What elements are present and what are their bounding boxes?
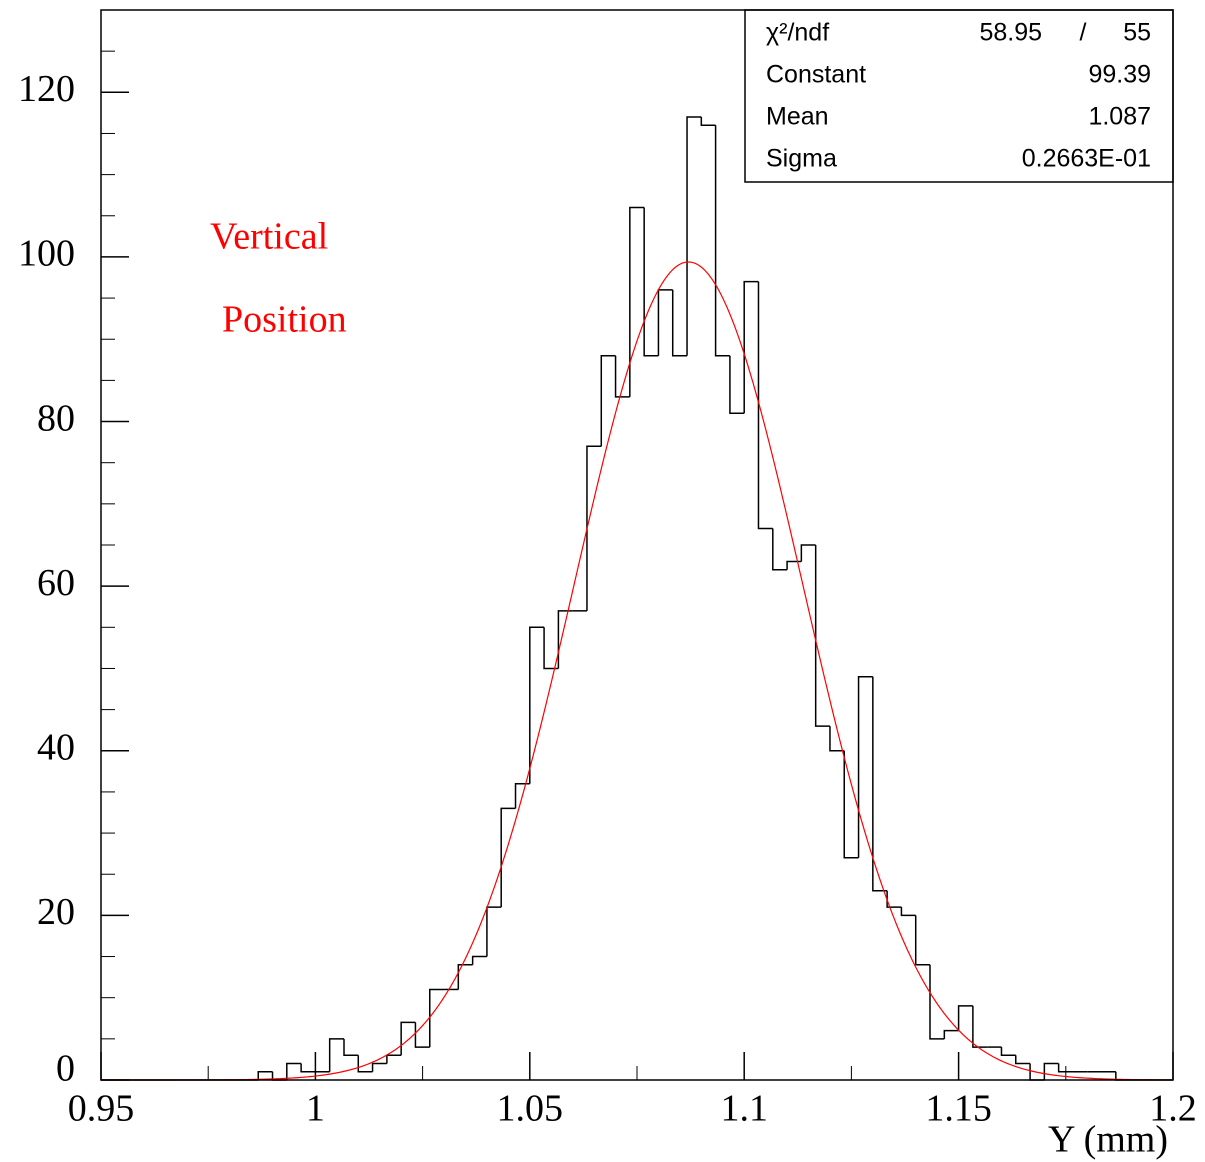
stats-label: Mean (766, 103, 829, 131)
histogram-bin (586, 445, 602, 611)
histogram-bin (886, 890, 902, 908)
histogram-bin (471, 955, 487, 965)
histogram-bin (357, 1055, 373, 1073)
histogram-bin (343, 1038, 359, 1057)
y-tick-label: 120 (18, 68, 75, 110)
histogram-bin (386, 1054, 402, 1064)
y-tick-label: 20 (37, 891, 75, 933)
histogram-bin (328, 1038, 345, 1072)
stats-value: 99.39 (1088, 61, 1151, 89)
x-axis-label: Y (mm) (1048, 1119, 1168, 1161)
histogram-bin (900, 907, 916, 917)
y-tick-label: 80 (37, 397, 75, 439)
histogram-bin (743, 280, 759, 414)
histogram-bin (543, 627, 559, 670)
histogram-bin (486, 906, 502, 957)
stats-value: 55 (1123, 19, 1151, 47)
histogram-bin (1057, 1063, 1073, 1073)
annotation: Vertical (210, 216, 328, 258)
stats-separator: / (1080, 19, 1087, 47)
histogram-bin (686, 116, 702, 356)
stats-box (744, 9, 1174, 183)
histogram-bin (972, 1005, 988, 1048)
histogram-bin (257, 1071, 273, 1080)
annotation: Position (222, 299, 347, 341)
plot-frame (100, 9, 1174, 1081)
histogram-bin (643, 207, 659, 357)
histogram-bin (829, 726, 845, 752)
histogram-bin (529, 626, 545, 784)
histogram-bin (671, 289, 688, 357)
histogram-bin (500, 807, 516, 908)
histogram-bin (914, 915, 930, 966)
x-tick-label: 1.1 (720, 1088, 768, 1130)
histogram-bin (772, 528, 788, 571)
histogram-bin (1043, 1062, 1059, 1080)
histogram-bin (1015, 1055, 1031, 1065)
histogram-bin (286, 1062, 302, 1080)
histogram-bin (757, 281, 773, 530)
histogram-bin (700, 117, 716, 126)
histogram-bin (629, 206, 645, 397)
fit-curve (101, 261, 1174, 1081)
stats-value: 0.2663E-01 (1022, 145, 1151, 173)
histogram-bin (843, 750, 859, 859)
histogram-bin (814, 545, 830, 727)
stats-label: Constant (766, 61, 866, 89)
stats-value: 1.087 (1088, 103, 1151, 131)
histogram-bin (786, 560, 802, 570)
histogram-bin (514, 782, 530, 809)
y-tick-label: 0 (56, 1048, 75, 1090)
histogram-bin (1000, 1047, 1016, 1057)
y-tick-label: 60 (37, 562, 75, 604)
histogram-bin (872, 676, 888, 892)
stats-value: 58.95 (979, 19, 1042, 47)
histogram-bin (800, 544, 816, 562)
histogram-bin (429, 988, 445, 1048)
histogram-bin (729, 355, 745, 415)
x-tick-label: 1.15 (925, 1088, 992, 1130)
histogram-bin (857, 675, 873, 858)
stats-label: χ²/ndf (766, 19, 829, 47)
x-tick-label: 1 (306, 1088, 325, 1130)
histogram-bin (614, 355, 630, 398)
x-tick-label: 0.95 (68, 1088, 135, 1130)
histogram-bin (714, 125, 730, 357)
histogram-bin (457, 964, 473, 990)
histogram-bin (600, 354, 616, 447)
histogram-bin (943, 1029, 959, 1039)
histogram-bin (300, 1063, 316, 1073)
histogram-bin (371, 1062, 387, 1072)
histogram-bin (929, 964, 945, 1040)
histogram-bin (957, 1005, 973, 1031)
histogram-bin (414, 1022, 430, 1048)
histogram-bin (657, 289, 673, 356)
x-tick-label: 1.05 (497, 1088, 564, 1130)
histogram-bin (400, 1021, 416, 1056)
x-tick-label: 1.2 (1149, 1088, 1197, 1130)
y-tick-label: 40 (37, 726, 75, 768)
stats-label: Sigma (766, 145, 837, 173)
y-tick-label: 100 (18, 233, 75, 275)
